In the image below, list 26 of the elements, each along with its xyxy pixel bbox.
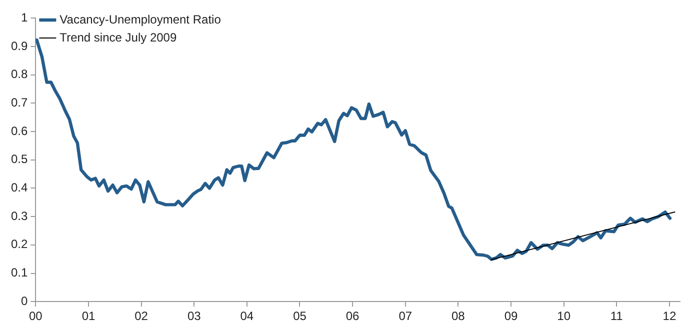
x-tick-label: 04	[240, 309, 254, 324]
x-tick-label: 09	[504, 309, 518, 324]
legend-label: Vacancy-Unemployment Ratio	[60, 12, 222, 26]
y-tick-label: 0.9	[10, 38, 28, 53]
y-tick-label: 0.6	[10, 124, 28, 138]
x-tick-label: 08	[452, 309, 466, 324]
y-tick-label: 0.2	[10, 237, 28, 252]
x-tick-label: 12	[662, 309, 676, 324]
x-tick-label: 01	[82, 309, 96, 324]
y-tick-label: 0	[20, 294, 28, 308]
x-tick-label: 03	[187, 309, 202, 324]
y-tick-label: 0.8	[10, 67, 28, 82]
y-tick-label: 0.1	[10, 266, 28, 280]
x-tick-label: 06	[346, 309, 360, 324]
x-tick-label: 00	[29, 309, 43, 324]
y-tick-label: 1	[20, 10, 28, 25]
x-tick-label: 05	[293, 309, 307, 324]
x-tick-label: 02	[134, 309, 148, 324]
y-tick-label: 0.7	[10, 96, 28, 110]
x-tick-label: 07	[398, 309, 412, 324]
y-tick-label: 0.3	[10, 208, 28, 223]
x-tick-label: 11	[610, 309, 624, 324]
y-tick-label: 0.4	[10, 180, 28, 195]
x-tick-label: 10	[557, 309, 571, 324]
y-tick-label: 0.5	[10, 152, 28, 166]
legend-label: Trend since July 2009	[60, 30, 177, 44]
